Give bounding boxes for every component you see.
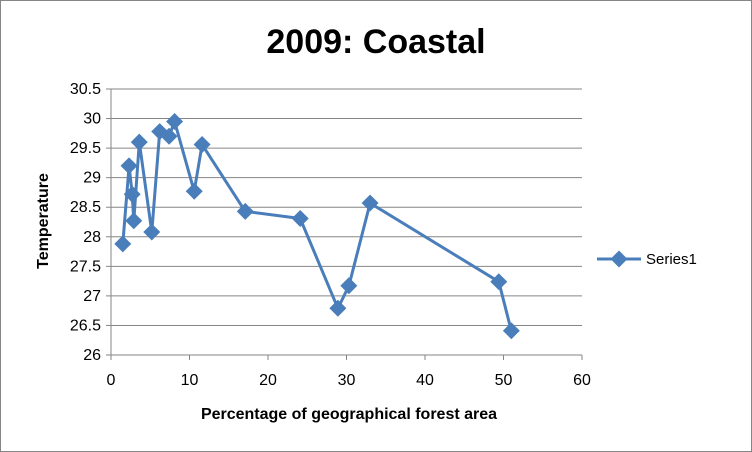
y-axis-title: Temperature xyxy=(35,173,52,269)
data-point xyxy=(123,185,141,203)
series-plot xyxy=(114,113,520,340)
data-point xyxy=(114,235,132,253)
data-point xyxy=(236,202,254,220)
y-tick-label: 30.5 xyxy=(70,81,101,98)
x-tick-label: 40 xyxy=(416,372,434,389)
x-axis-title: Percentage of geographical forest area xyxy=(201,406,497,423)
y-tick-label: 27.5 xyxy=(70,258,101,275)
data-point xyxy=(143,223,161,241)
data-point xyxy=(329,299,347,317)
axes xyxy=(106,88,583,360)
x-tick-label: 10 xyxy=(181,372,199,389)
x-tick-label: 0 xyxy=(107,372,116,389)
y-tick-label: 28.5 xyxy=(70,199,101,216)
legend: Series1 xyxy=(597,250,697,268)
data-point xyxy=(193,136,211,154)
data-point xyxy=(120,157,138,175)
data-point xyxy=(160,127,178,145)
y-tick-label: 28 xyxy=(83,229,101,246)
x-tick-label: 20 xyxy=(259,372,277,389)
data-point xyxy=(490,273,508,291)
legend-label: Series1 xyxy=(646,251,697,268)
y-tick-label: 27 xyxy=(83,288,101,305)
x-tick-label: 60 xyxy=(573,372,591,389)
y-tick-label: 29.5 xyxy=(70,140,101,157)
chart-title: 2009: Coastal xyxy=(266,23,485,61)
data-point xyxy=(125,212,143,230)
y-tick-label: 29 xyxy=(83,170,101,187)
data-point xyxy=(361,194,379,212)
data-point xyxy=(130,133,148,151)
y-tick-label: 26 xyxy=(83,347,101,364)
data-point xyxy=(340,277,358,295)
x-tick-label: 30 xyxy=(338,372,356,389)
data-point xyxy=(291,209,309,227)
data-point xyxy=(166,113,184,130)
data-point xyxy=(502,322,520,340)
legend-marker-icon xyxy=(610,250,628,268)
x-tick-label: 50 xyxy=(495,372,513,389)
series-line xyxy=(121,120,513,332)
y-tick-label: 30 xyxy=(83,111,101,128)
y-tick-label: 26.5 xyxy=(70,317,101,334)
data-point xyxy=(185,182,203,200)
tick-labels: 26 26.5 27 27.5 28 28.5 29 29.5 30 30.5 0 10 20 30 40 5… xyxy=(70,81,591,389)
